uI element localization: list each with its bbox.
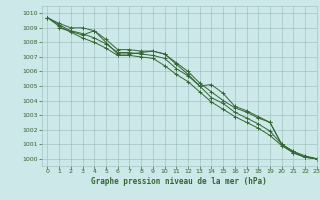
X-axis label: Graphe pression niveau de la mer (hPa): Graphe pression niveau de la mer (hPa) <box>91 177 267 186</box>
